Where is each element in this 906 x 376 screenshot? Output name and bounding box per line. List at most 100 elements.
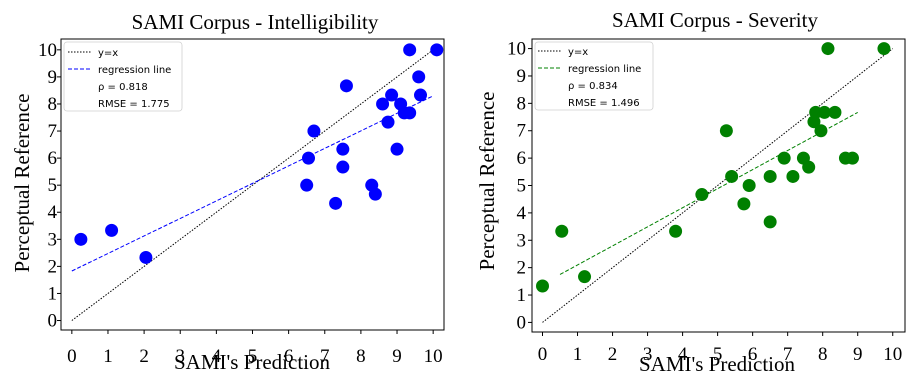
x-tick-label: 7 (320, 346, 330, 367)
x-tick-label: 3 (175, 346, 185, 367)
y-tick-label: 6 (48, 148, 58, 169)
x-tick-label: 1 (573, 344, 583, 365)
data-point (385, 88, 399, 102)
legend-box (534, 41, 654, 111)
legend: y=x regression line ρ = 0.818 RMSE = 1.7… (63, 41, 183, 112)
x-tick-label: 8 (356, 346, 366, 367)
legend-box (63, 41, 183, 112)
data-point (403, 43, 417, 57)
y-tick-label: 0 (517, 312, 527, 333)
y-tick-label: 8 (48, 94, 58, 115)
data-point (786, 169, 800, 183)
x-tick-label: 5 (713, 344, 723, 365)
legend-rmse: RMSE = 1.775 (98, 99, 170, 110)
x-tick-label: 8 (818, 344, 828, 365)
y-tick-label: 8 (517, 93, 527, 114)
x-tick-label: 5 (248, 346, 258, 367)
data-point (414, 88, 428, 102)
data-point (390, 142, 404, 156)
x-tick-label: 10 (424, 346, 443, 367)
data-point (669, 224, 683, 238)
plot-frame (531, 38, 906, 333)
data-point (742, 179, 756, 192)
x-tick-label: 6 (748, 344, 758, 365)
data-point (821, 42, 835, 56)
regression-line (71, 95, 434, 272)
x-tick-label: 6 (284, 346, 294, 367)
plot-frame (60, 38, 445, 331)
data-point (430, 43, 444, 57)
data-point (777, 151, 791, 165)
chart-intelligibility: SAMI Corpus - Intelligibility SAMI's Pre… (10, 10, 445, 374)
y-tick-label: 2 (517, 258, 527, 279)
data-point (536, 279, 550, 293)
data-point (336, 160, 350, 174)
x-tick-label: 9 (392, 346, 402, 367)
data-point (302, 151, 316, 165)
x-tick-label: 4 (678, 344, 688, 365)
x-tick-label: 10 (883, 344, 902, 365)
data-point (105, 223, 119, 237)
data-point (339, 79, 353, 93)
legend-regression-label: regression line (98, 65, 171, 76)
data-point (814, 124, 828, 138)
data-point (877, 42, 891, 56)
x-tick-label: 1 (103, 346, 113, 367)
x-tick-label: 9 (853, 344, 863, 365)
data-point (412, 70, 426, 84)
regression-line (559, 111, 858, 275)
legend-regression-label: regression line (568, 64, 641, 75)
y-tick-label: 4 (517, 203, 527, 224)
x-axis-label: SAMI's Prediction (639, 352, 796, 376)
y-tick-label: 7 (517, 121, 527, 142)
y-tick-label: 2 (48, 256, 58, 277)
y-tick-label: 1 (517, 285, 527, 306)
tick-labels: 0 1 2 3 4 5 6 7 8 9 10 0 1 2 3 4 5 6 7 8 9 10 (507, 39, 902, 365)
x-tick-label: 0 (67, 346, 77, 367)
x-tick-label: 0 (538, 344, 548, 365)
data-points (74, 43, 444, 264)
y-tick-label: 3 (48, 229, 58, 250)
data-point (336, 142, 350, 156)
y-axis-label: Perceptual Reference (10, 94, 34, 273)
identity-line (542, 48, 894, 323)
y-tick-label: 1 (48, 283, 58, 304)
data-point (763, 169, 777, 183)
data-point (719, 124, 733, 138)
chart-severity: SAMI Corpus - Severity SAMI's Prediction… (475, 8, 906, 376)
data-point (802, 160, 816, 174)
y-axis-label: Perceptual Reference (475, 92, 499, 271)
data-point (307, 124, 321, 138)
data-point (403, 106, 417, 120)
data-point (695, 188, 709, 202)
data-point (737, 197, 751, 211)
legend-rmse: RMSE = 1.496 (568, 98, 640, 109)
y-tick-label: 6 (517, 148, 527, 169)
x-tick-label: 2 (608, 344, 618, 365)
legend-rho: ρ = 0.818 (98, 82, 148, 93)
y-tick-label: 9 (517, 66, 527, 87)
y-tick-label: 5 (48, 175, 58, 196)
chart-title: SAMI Corpus - Severity (612, 8, 818, 32)
data-point (381, 115, 395, 129)
data-point (139, 250, 153, 264)
legend: y=x regression line ρ = 0.834 RMSE = 1.4… (534, 41, 654, 111)
x-tick-label: 2 (139, 346, 149, 367)
data-point (300, 178, 314, 192)
y-tick-label: 0 (48, 311, 58, 332)
legend-identity-label: y=x (568, 47, 588, 58)
reference-lines (542, 48, 894, 323)
x-tick-label: 4 (212, 346, 222, 367)
tick-labels: 0 1 2 3 4 5 6 7 8 9 10 0 1 2 3 4 5 6 7 8 9 10 (38, 40, 443, 367)
data-point (555, 224, 569, 238)
x-axis-label: SAMI's Prediction (174, 350, 331, 374)
data-point (763, 215, 777, 229)
y-tick-label: 7 (48, 121, 58, 142)
data-point (845, 151, 859, 165)
legend-identity-label: y=x (98, 48, 118, 59)
chart-title: SAMI Corpus - Intelligibility (132, 10, 379, 34)
y-tick-label: 3 (517, 230, 527, 251)
identity-line (71, 49, 434, 321)
y-tick-label: 10 (507, 39, 526, 60)
x-tick-label: 3 (643, 344, 653, 365)
